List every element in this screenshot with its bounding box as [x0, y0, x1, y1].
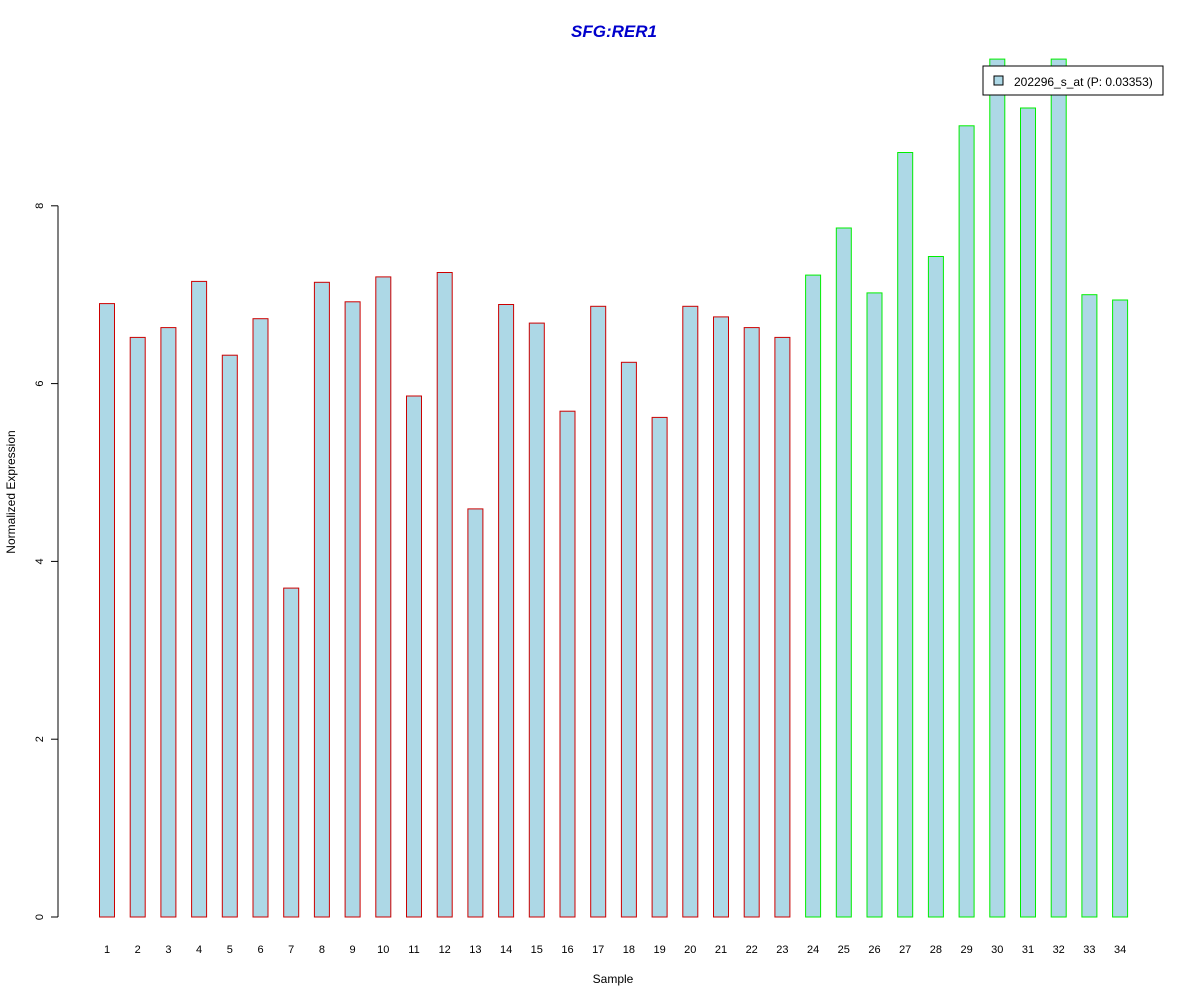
x-tick-label: 19 — [653, 944, 665, 956]
x-tick-label: 5 — [227, 944, 233, 956]
bar — [620, 361, 637, 918]
x-tick-label: 7 — [288, 944, 294, 956]
x-tick-label: 28 — [930, 944, 942, 956]
bar — [590, 305, 607, 918]
x-axis-title: Sample — [593, 972, 634, 986]
bars-group — [99, 58, 1129, 918]
x-tick-label: 31 — [1022, 944, 1034, 956]
bar — [283, 587, 300, 918]
x-tick-label: 21 — [715, 944, 727, 956]
x-tick-label: 33 — [1083, 944, 1095, 956]
x-tick-label: 10 — [377, 944, 389, 956]
bar — [713, 316, 729, 918]
x-tick-label: 1 — [104, 944, 110, 956]
x-tick-label: 9 — [350, 944, 356, 956]
bar — [99, 303, 115, 918]
x-tick-label: 2 — [135, 944, 141, 956]
y-tick-label: 8 — [34, 203, 46, 209]
bar — [866, 292, 883, 918]
legend-swatch — [993, 75, 1004, 86]
x-tick-label: 25 — [838, 944, 850, 956]
x-tick-label: 4 — [196, 944, 202, 956]
x-tick-label: 12 — [439, 944, 451, 956]
bar — [406, 395, 422, 918]
bar — [129, 336, 146, 918]
legend-box — [982, 65, 1164, 96]
bar — [528, 322, 545, 918]
bar — [498, 304, 515, 918]
x-tick-label: 3 — [165, 944, 171, 956]
bar — [682, 305, 699, 918]
bar — [897, 152, 914, 918]
bar — [835, 227, 852, 918]
x-tick-label: 23 — [776, 944, 788, 956]
bar — [927, 256, 944, 918]
x-tick-label: 15 — [531, 944, 543, 956]
y-axis-title: Normalized Expression — [4, 430, 18, 553]
x-tick-label: 30 — [991, 944, 1003, 956]
x-tick-label: 14 — [500, 944, 512, 956]
bar — [221, 354, 238, 918]
x-tick-label: 11 — [408, 944, 419, 956]
bar — [958, 125, 975, 918]
bar — [743, 327, 760, 918]
bar — [375, 276, 392, 918]
bar — [160, 327, 177, 918]
bar — [313, 281, 330, 918]
bar — [1081, 294, 1098, 918]
x-tick-labels: 1 2 3 4 5 6 7 8 9 10 11 12 13 14 15 16 17 18 19 20 21 22 23 24 2… — [104, 944, 1126, 956]
x-tick-label: 26 — [868, 944, 880, 956]
bar — [436, 272, 453, 918]
x-tick-label: 34 — [1114, 944, 1126, 956]
x-tick-label: 13 — [469, 944, 481, 956]
bar — [774, 336, 791, 918]
x-tick-label: 18 — [623, 944, 635, 956]
y-tick-label: 2 — [34, 736, 46, 742]
bar — [1112, 299, 1129, 918]
bar — [989, 58, 1006, 918]
x-tick-label: 17 — [592, 944, 604, 956]
bar — [559, 410, 576, 918]
bar — [1020, 107, 1036, 918]
x-tick-label: 6 — [257, 944, 263, 956]
y-axis: 0 2 4 6 8 — [34, 203, 59, 920]
bar — [805, 274, 822, 918]
x-tick-label: 24 — [807, 944, 819, 956]
y-tick-label: 6 — [34, 381, 46, 387]
bar — [191, 280, 208, 918]
bar — [252, 318, 269, 918]
x-tick-label: 29 — [960, 944, 972, 956]
bar — [344, 301, 361, 918]
bar — [1050, 58, 1067, 918]
y-tick-label: 4 — [34, 558, 46, 564]
bar — [651, 416, 668, 918]
legend: 202296_s_at (P: 0.03353) — [982, 65, 1164, 96]
x-tick-label: 32 — [1053, 944, 1065, 956]
x-tick-label: 20 — [684, 944, 696, 956]
legend-label: 202296_s_at (P: 0.03353) — [1014, 75, 1153, 89]
x-tick-label: 8 — [319, 944, 325, 956]
bar — [467, 508, 484, 918]
y-tick-label: 0 — [34, 914, 46, 920]
chart-title: SFG:RER1 — [571, 22, 657, 41]
x-tick-label: 27 — [899, 944, 911, 956]
x-tick-label: 16 — [561, 944, 573, 956]
x-tick-label: 22 — [746, 944, 758, 956]
